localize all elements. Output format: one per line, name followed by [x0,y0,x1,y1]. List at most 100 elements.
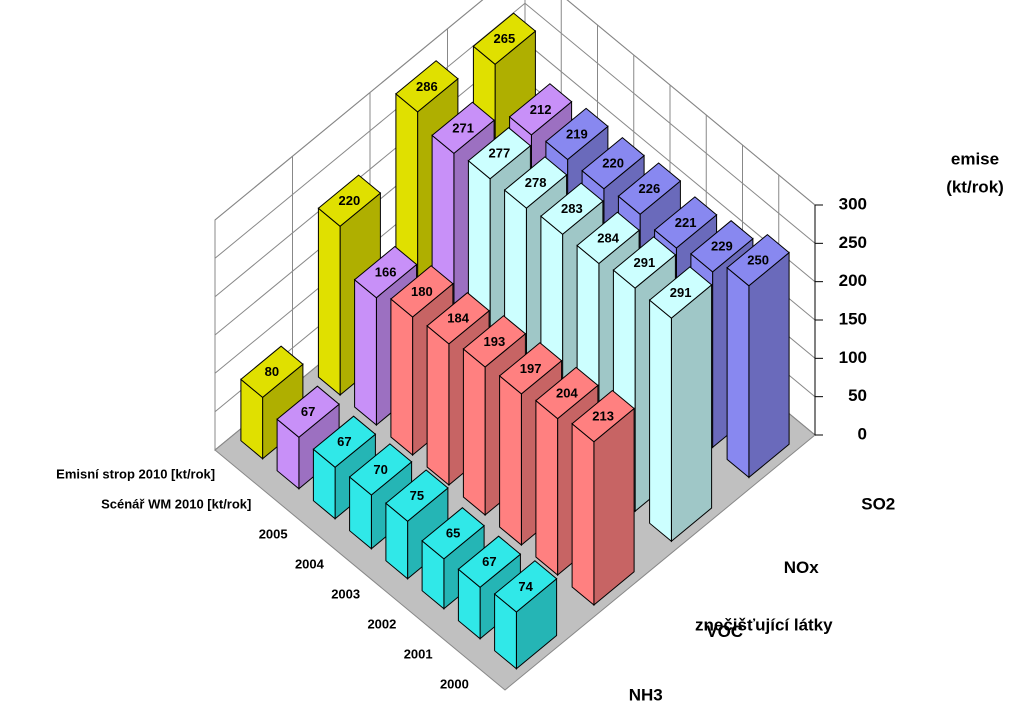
bar-face [498,342,563,395]
grid-line [214,2,816,259]
y-tick-label: 150 [839,309,867,328]
value-label: 204 [556,385,578,400]
value-label: 221 [675,215,697,230]
bar-face [426,324,450,487]
bar-face [748,251,790,479]
value-label: 65 [446,526,460,541]
bar [726,233,790,479]
value-label: 184 [447,311,469,326]
series-label: 2005 [259,526,288,541]
value-label: 271 [452,120,474,135]
bar-face [462,315,527,368]
x-tick-label: NOx [784,558,820,577]
y-tick-label: 50 [848,386,867,405]
series-label: 2002 [367,616,396,631]
bar-face [472,12,537,65]
value-label: 213 [592,409,614,424]
bar-face [649,299,672,543]
value-label: 74 [518,579,533,594]
value-label: 265 [494,31,516,46]
value-label: 219 [566,126,588,141]
value-label: 180 [411,284,433,299]
bar-face [317,207,341,397]
y-tick-label: 0 [858,424,867,443]
bar-face [390,297,414,457]
bar-face [493,560,558,613]
bar-face [670,283,713,543]
bar-face [508,83,573,136]
bar-face [726,266,750,479]
x-tick-label: VOC [706,622,743,641]
bar-face [545,107,609,161]
value-label: 229 [711,239,733,254]
series-label: Scénář WM 2010 [kt/rok] [101,496,251,511]
bar-face [353,245,418,299]
value-label: 70 [373,462,387,477]
x-axis-title: znečišťující látky [695,615,833,634]
bar-face [617,162,682,215]
bar-face [312,415,377,468]
bar-face [571,389,635,443]
bar-face [421,507,485,560]
bar-face [535,366,599,420]
value-label: 226 [639,181,661,196]
y-axis-title: emise [951,149,999,168]
series-label: 2000 [440,676,469,691]
bar-face [467,127,532,180]
bar-face [462,347,486,517]
bar-face [726,233,790,287]
bar-face [535,399,559,577]
bar-face [385,469,449,522]
series-label: 2001 [404,646,433,661]
bar-face [390,265,454,318]
value-label: 283 [561,201,583,216]
value-label: 291 [670,285,692,300]
series-label: 2003 [331,586,360,601]
bar-face [317,174,382,227]
bar [240,345,304,460]
value-label: 67 [337,434,351,449]
value-label: 193 [484,334,506,349]
bar-face [348,443,413,496]
bar-face [581,136,645,190]
bar-face [648,266,713,319]
y-tick-label: 300 [839,194,867,213]
bar-face [653,196,718,249]
bar-face [431,101,495,155]
series-label: Emisní strop 2010 [kt/rok] [56,466,215,481]
bar-face [571,422,595,607]
value-label: 277 [489,146,511,161]
y-tick-label: 250 [839,233,867,252]
value-label: 220 [602,156,624,171]
bar-face [276,385,340,438]
bar-face [503,156,568,209]
value-label: 284 [597,230,619,245]
bar-face [457,535,522,588]
bar [385,469,449,580]
bar-face [354,278,377,427]
value-label: 67 [301,404,315,419]
value-label: 67 [482,554,496,569]
series-label: 2004 [295,556,325,571]
bar-face [240,345,304,399]
value-label: 75 [410,488,424,503]
y-tick-label: 200 [839,271,867,290]
bar [493,560,558,670]
bar-face [576,211,640,265]
x-tick-label: NH3 [629,686,663,705]
x-tick-label: SO2 [861,494,895,513]
bar-face [426,292,490,345]
bar [648,266,713,543]
value-label: 197 [520,361,542,376]
y-axis-title: (kt/rok) [946,177,1004,196]
bar [571,389,635,607]
y-tick-label: 100 [839,348,867,367]
bar-face [499,374,522,547]
value-label: 286 [416,79,438,94]
bar-face [540,182,604,235]
value-label: 278 [525,175,547,190]
value-label: 220 [339,193,361,208]
value-label: 80 [265,364,279,379]
bar-face [395,60,459,113]
